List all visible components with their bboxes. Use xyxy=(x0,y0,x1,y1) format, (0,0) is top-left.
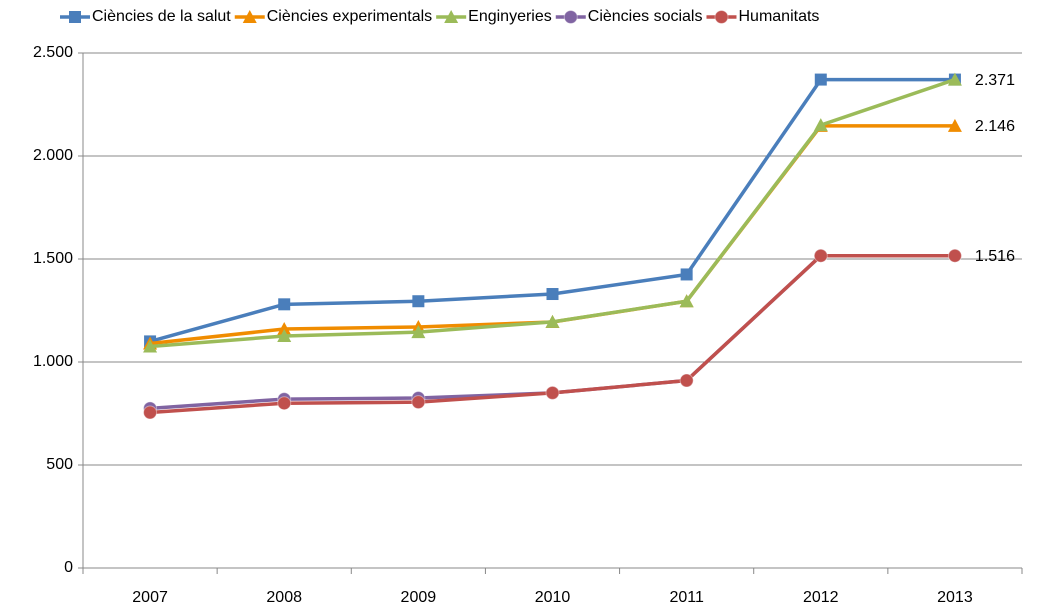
legend-label: Enginyeries xyxy=(468,8,552,25)
marker xyxy=(814,73,827,86)
marker xyxy=(277,329,292,343)
data-label: 1.516 xyxy=(975,248,1015,265)
marker xyxy=(679,373,694,388)
marker xyxy=(947,118,962,132)
x-tick-label: 2013 xyxy=(937,589,973,606)
marker xyxy=(546,288,559,301)
data-label: 2.146 xyxy=(975,118,1015,135)
y-tick-label: 1.500 xyxy=(33,250,73,267)
marker xyxy=(412,295,425,308)
marker xyxy=(563,10,578,24)
marker xyxy=(69,11,81,23)
legend-label: Humanitats xyxy=(738,8,819,25)
data-label: 2.371 xyxy=(975,72,1015,89)
legend-label: Ciències socials xyxy=(588,8,703,25)
marker xyxy=(545,314,560,328)
marker xyxy=(947,248,962,263)
legend-label: Ciències de la salut xyxy=(92,8,231,25)
x-tick-label: 2009 xyxy=(401,589,437,606)
x-tick-label: 2012 xyxy=(803,589,839,606)
y-tick-label: 2.500 xyxy=(33,44,73,61)
marker xyxy=(680,268,693,281)
y-tick-label: 500 xyxy=(46,456,73,473)
marker xyxy=(947,72,962,86)
marker xyxy=(813,248,828,263)
marker xyxy=(444,10,459,23)
y-tick-label: 1.000 xyxy=(33,353,73,370)
marker xyxy=(545,385,560,400)
marker xyxy=(242,10,257,23)
marker xyxy=(714,10,729,24)
marker xyxy=(411,325,426,339)
x-tick-label: 2010 xyxy=(535,589,571,606)
marker xyxy=(143,405,158,420)
y-tick-label: 0 xyxy=(64,559,73,576)
x-tick-label: 2008 xyxy=(266,589,302,606)
marker xyxy=(813,118,828,132)
x-tick-label: 2007 xyxy=(132,589,168,606)
legend-label: Ciències experimentals xyxy=(267,8,432,25)
marker xyxy=(277,322,292,336)
marker xyxy=(411,395,426,410)
marker xyxy=(679,294,694,308)
x-tick-label: 2011 xyxy=(669,589,704,606)
marker xyxy=(143,339,158,353)
marker xyxy=(277,396,292,411)
y-tick-label: 2.000 xyxy=(33,147,73,164)
marker xyxy=(278,298,291,311)
series-line xyxy=(149,124,955,346)
